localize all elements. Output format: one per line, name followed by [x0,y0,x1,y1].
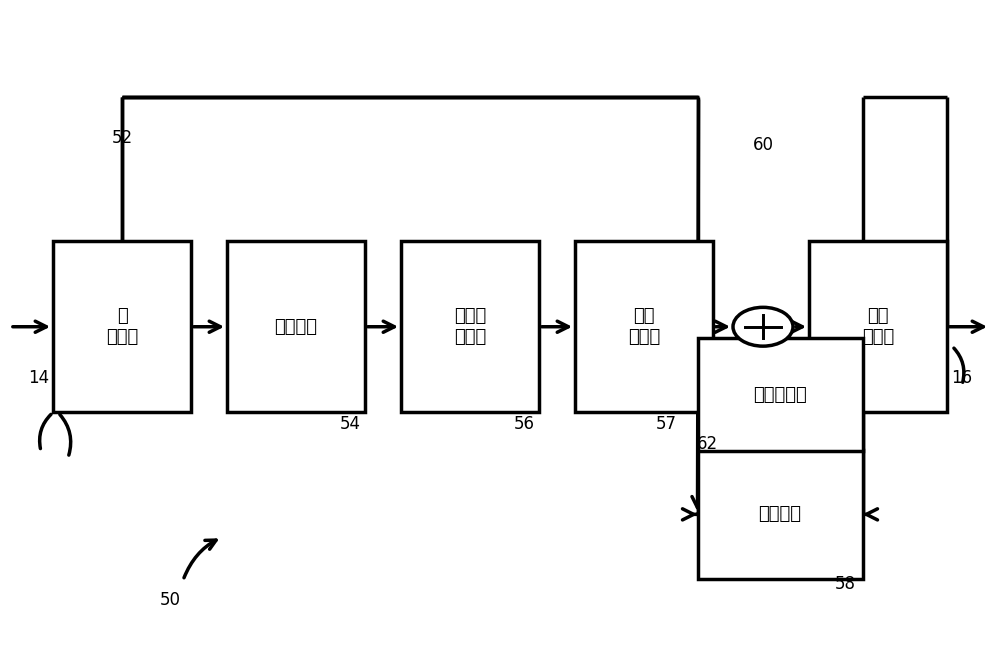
Bar [575,241,713,413]
Text: 16: 16 [951,369,972,388]
Text: 运动补偿器: 运动补偿器 [753,386,807,404]
Text: 帧缓冲器: 帧缓冲器 [759,505,802,523]
Bar [698,450,862,579]
Text: 解量化器: 解量化器 [274,318,318,336]
Circle shape [733,307,793,346]
Bar [809,241,947,413]
Text: 50: 50 [160,591,180,609]
Text: 解块
处理器: 解块 处理器 [862,307,894,346]
Text: 62: 62 [697,435,718,453]
Bar [698,338,862,452]
Text: 58: 58 [835,575,856,593]
Text: 60: 60 [753,136,774,154]
Bar [227,241,365,413]
Text: 14: 14 [28,369,49,388]
Text: 57: 57 [656,415,677,433]
Text: 熵
解码器: 熵 解码器 [106,307,138,346]
Text: 56: 56 [514,415,535,433]
Text: 54: 54 [340,415,361,433]
Text: 反变换
处理器: 反变换 处理器 [454,307,486,346]
Text: 空间
补偿器: 空间 补偿器 [628,307,660,346]
Text: 52: 52 [111,129,133,148]
Bar [53,241,191,413]
Bar [401,241,539,413]
